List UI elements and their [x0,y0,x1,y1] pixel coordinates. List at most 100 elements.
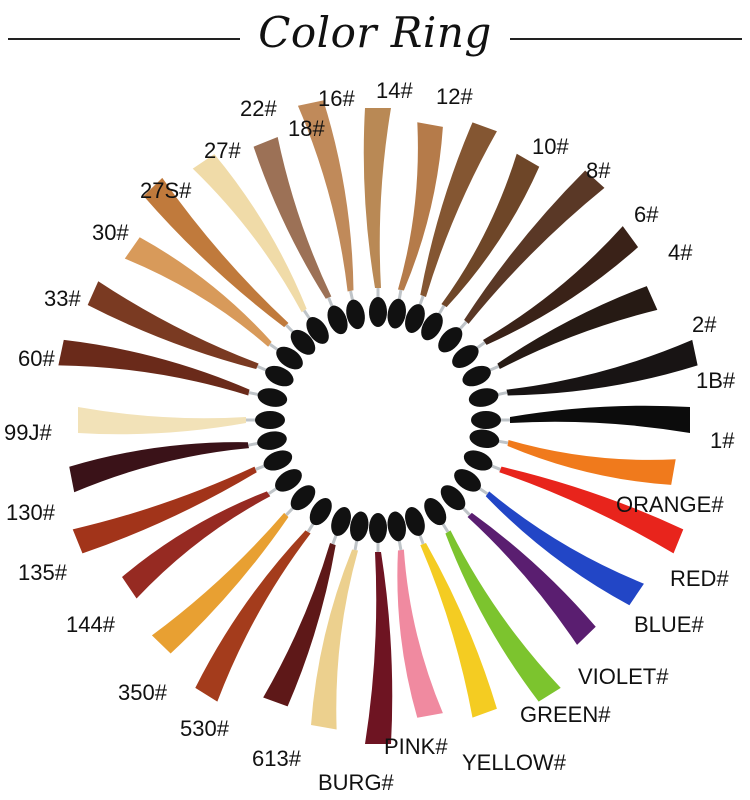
hair-strand [192,154,307,313]
hair-strand [253,136,332,299]
ring-tag [421,312,443,341]
ring-tag [387,298,406,329]
swatch-label: ORANGE# [616,492,724,517]
ring-tag [469,429,500,448]
hair-strand [420,122,497,297]
hair-strand [485,491,644,606]
hair-strand [297,100,354,292]
hair-strand [195,530,311,702]
ring-tag [387,511,406,542]
swatch-label: 530# [180,716,229,741]
swatch-label: 8# [586,158,611,183]
ring-tag [452,345,479,368]
hair-strand [311,549,359,730]
swatch-label: BURG# [318,770,394,795]
ring-tag [405,507,425,536]
ring-tag [331,507,351,536]
hair-strand [445,530,561,702]
hair-strand [365,552,393,744]
swatch-label: 4# [668,240,693,265]
ring-tag [327,305,348,335]
ring-tag [463,450,493,471]
hair-strand [363,108,391,288]
ring-tag [257,431,287,450]
hair-strand [122,491,271,599]
hair-strand [143,177,289,328]
title-rule-right [510,38,742,40]
ring-tag [275,469,302,492]
hair-strand [506,339,698,396]
ring-tag [306,317,329,344]
ring-tag [346,299,365,330]
hair-strand [87,281,259,370]
ring-tag [265,365,294,387]
hair-strand [397,549,443,718]
swatch-label: 135# [18,560,67,585]
swatch-label: GREEN# [520,702,611,727]
swatch-label: 613# [252,746,301,771]
swatch-label: 2# [692,312,717,337]
hair-strand [510,405,690,433]
swatch-label: YELLOW# [462,750,566,775]
hair-strand [420,543,497,718]
ring-tag [405,304,425,333]
hair-strand [467,512,596,645]
swatch-label: 130# [6,500,55,525]
swatch-label: 27# [204,138,241,163]
ring-tag [290,329,316,355]
hair-strand [124,237,272,347]
hair-strand [397,122,443,291]
hair-strand [69,442,249,493]
swatch-label: 99J# [4,420,52,445]
hair-strand [483,226,639,345]
ring-tag [462,365,491,387]
hair-strand [441,153,540,308]
swatch-label: 18# [288,116,325,141]
hair-strand [507,439,676,485]
swatch-label: RED# [670,566,729,591]
swatch-label: 1B# [696,368,736,393]
ring-tag [471,411,501,429]
hair-strand [464,170,605,324]
hair-strand [58,339,250,396]
swatch-label: 30# [92,220,129,245]
ring-tag [369,513,387,543]
ring-tag [263,450,293,471]
swatch-label: 350# [118,680,167,705]
page-title: Color Ring [258,8,492,57]
ring-tag [290,485,316,511]
hair-strand [72,466,257,554]
ring-tag [424,498,447,526]
swatch-label: 6# [634,202,659,227]
ring-tag [350,511,369,542]
hair-strand [78,407,246,435]
ring-tag [440,485,466,511]
swatch-label: VIOLET# [578,664,669,689]
title-bar: Color Ring [0,0,750,80]
title-rule-left [8,38,240,40]
hair-strand [263,543,336,707]
swatch-label: 33# [44,286,81,311]
swatch-label: PINK# [384,734,448,759]
hair-strand [499,466,684,554]
swatch-label: 14# [376,78,413,103]
ring-tag [454,469,481,492]
hair-strand [497,286,658,370]
swatch-label: 144# [66,612,115,637]
swatch-label: 1# [710,428,735,453]
ring-tag [255,411,285,429]
ring-tag [276,346,303,370]
swatch-label: 12# [436,84,473,109]
swatch-label: 10# [532,134,569,159]
ring-tag [438,327,463,353]
ring-tag [468,388,499,407]
swatch-label: BLUE# [634,612,704,637]
swatch-label: 27S# [140,178,192,203]
hair-strand [151,512,289,654]
swatch-label: 22# [240,96,277,121]
swatch-label: 16# [318,86,355,111]
ring-tag [309,498,332,526]
ring-tag [369,297,387,327]
